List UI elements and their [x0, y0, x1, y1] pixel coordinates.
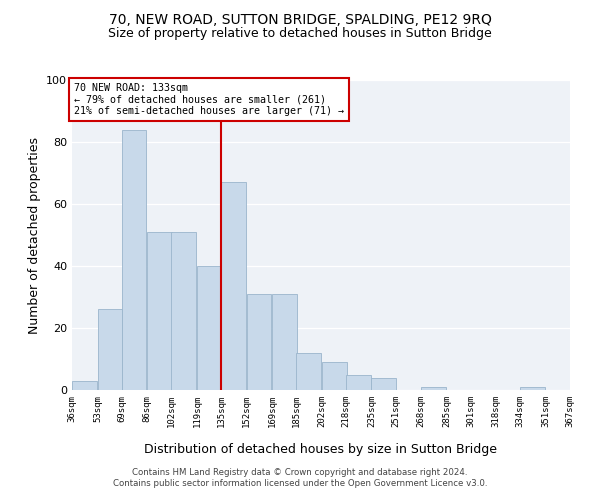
Bar — [171, 232, 196, 390]
Bar — [322, 362, 347, 390]
Text: Contains HM Land Registry data © Crown copyright and database right 2024.
Contai: Contains HM Land Registry data © Crown c… — [113, 468, 487, 487]
Bar — [296, 353, 321, 390]
Text: 70, NEW ROAD, SUTTON BRIDGE, SPALDING, PE12 9RQ: 70, NEW ROAD, SUTTON BRIDGE, SPALDING, P… — [109, 12, 491, 26]
Text: Size of property relative to detached houses in Sutton Bridge: Size of property relative to detached ho… — [108, 28, 492, 40]
Text: 70 NEW ROAD: 133sqm
← 79% of detached houses are smaller (261)
21% of semi-detac: 70 NEW ROAD: 133sqm ← 79% of detached ho… — [74, 83, 344, 116]
Bar — [570, 387, 595, 390]
Bar — [221, 182, 246, 390]
Bar — [421, 387, 446, 390]
Bar — [346, 374, 371, 390]
Bar — [247, 294, 271, 390]
Bar — [72, 380, 97, 390]
Bar — [122, 130, 146, 390]
Bar — [371, 378, 396, 390]
Bar — [520, 387, 545, 390]
Bar — [197, 266, 222, 390]
Y-axis label: Number of detached properties: Number of detached properties — [28, 136, 41, 334]
Bar — [98, 310, 122, 390]
Bar — [272, 294, 297, 390]
Bar — [147, 232, 172, 390]
Text: Distribution of detached houses by size in Sutton Bridge: Distribution of detached houses by size … — [145, 442, 497, 456]
